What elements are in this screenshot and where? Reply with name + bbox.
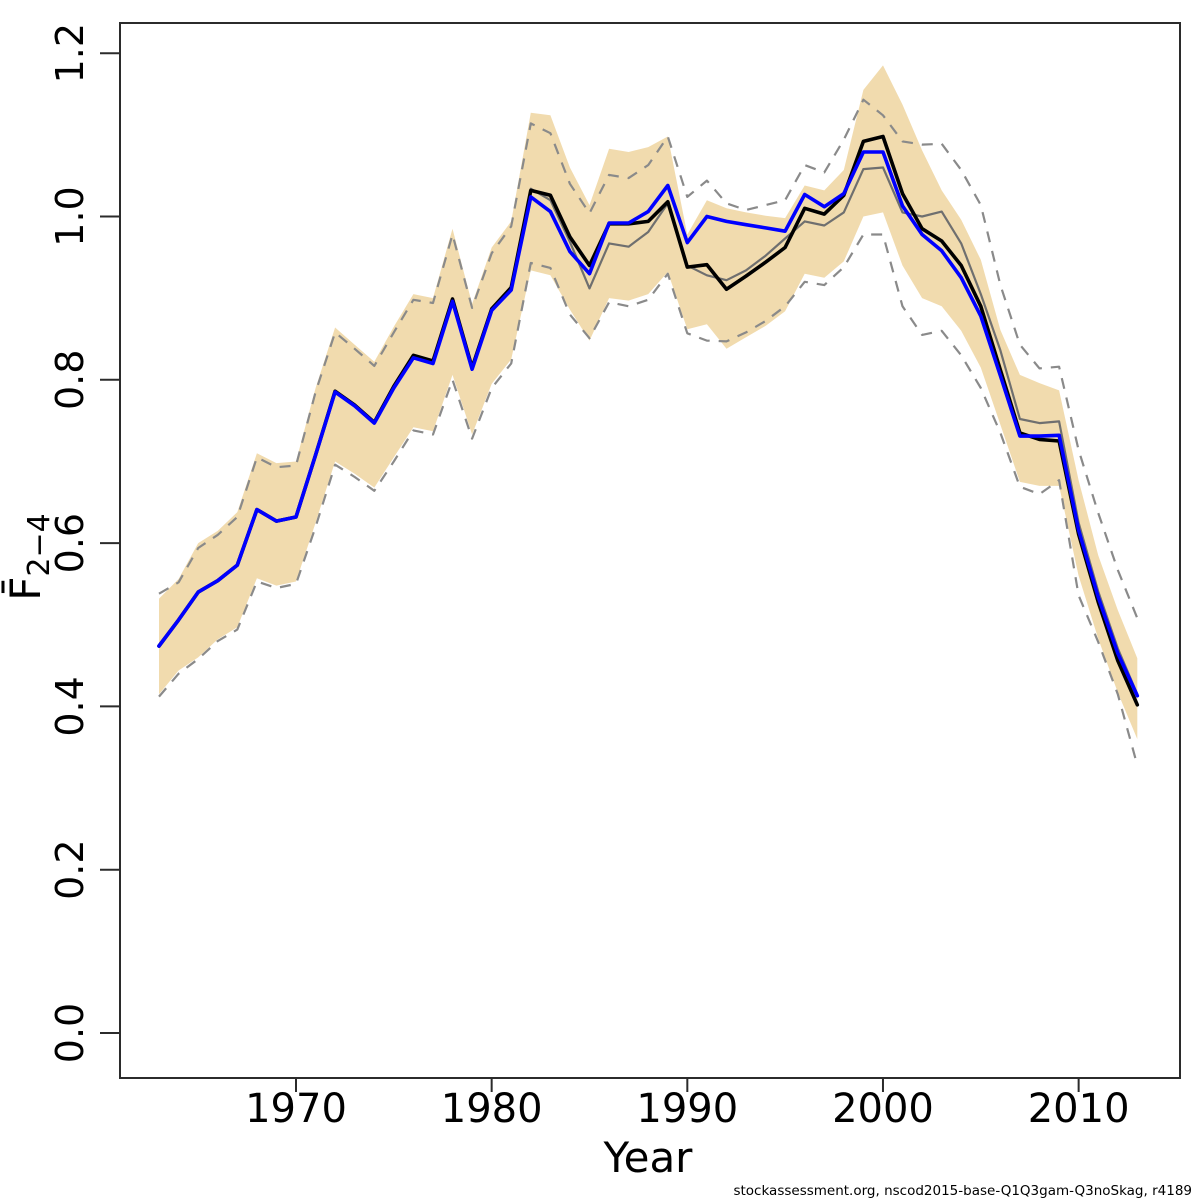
y-tick-label: 0.4 xyxy=(48,676,92,736)
x-tick-label: 2000 xyxy=(832,1086,934,1132)
x-tick-label: 2010 xyxy=(1028,1086,1130,1132)
footer-run-id-text: stockassessment.org, nscod2015-base-Q1Q3… xyxy=(733,1183,1192,1199)
y-tick-label: 0.0 xyxy=(48,1003,92,1063)
y-axis-ticks: 0.0 0.2 0.4 0.6 0.8 1.0 1.2 xyxy=(48,23,120,1063)
x-axis-label: Year xyxy=(603,1133,694,1182)
y-tick-label: 0.8 xyxy=(48,350,92,410)
confidence-band xyxy=(159,65,1138,740)
y-tick-label: 1.0 xyxy=(48,186,92,246)
y-tick-label: 0.2 xyxy=(48,839,92,899)
black-run-line xyxy=(157,134,1140,707)
y-tick-label: 1.2 xyxy=(48,23,92,83)
blue-run-line xyxy=(157,150,1140,698)
y-tick-label: 0.6 xyxy=(48,513,92,573)
x-axis-ticks: 1970 1980 1990 2000 2010 xyxy=(245,1078,1130,1132)
dashed-upper-ci-line xyxy=(158,98,1139,619)
plot-border-box xyxy=(119,22,1181,1079)
x-tick-label: 1970 xyxy=(245,1086,347,1132)
x-tick-label: 1990 xyxy=(636,1086,738,1132)
x-tick-label: 1980 xyxy=(441,1086,543,1132)
y-axis-label: F̄2−4 xyxy=(0,513,57,600)
